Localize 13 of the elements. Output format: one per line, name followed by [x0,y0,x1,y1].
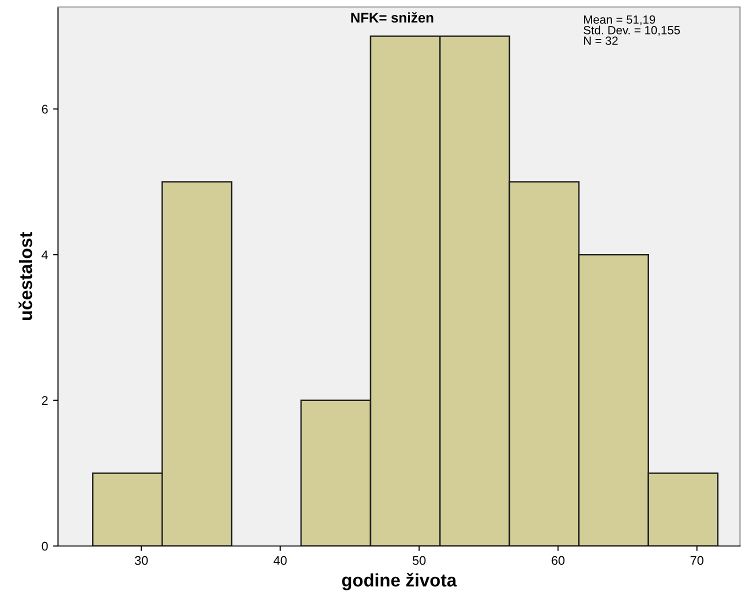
chart-title: NFK= snižen [351,12,434,23]
y-tick-label: 0 [42,542,48,551]
annotation: Mean = 51,19 Std. Dev. = 10,155 N = 32 [584,15,680,45]
x-axis-title: godine života [342,572,457,590]
x-tick-label: 60 [552,556,565,565]
y-axis-title: učestalost [18,232,32,320]
y-tick-label: 6 [42,104,48,114]
y-tick-label: 2 [42,396,48,405]
x-tick-label: 50 [412,556,426,565]
x-tick-label: 30 [134,556,148,565]
x-tick-label: 70 [690,556,704,565]
x-tick-label: 40 [274,556,287,565]
y-tick-label: 4 [42,250,48,260]
